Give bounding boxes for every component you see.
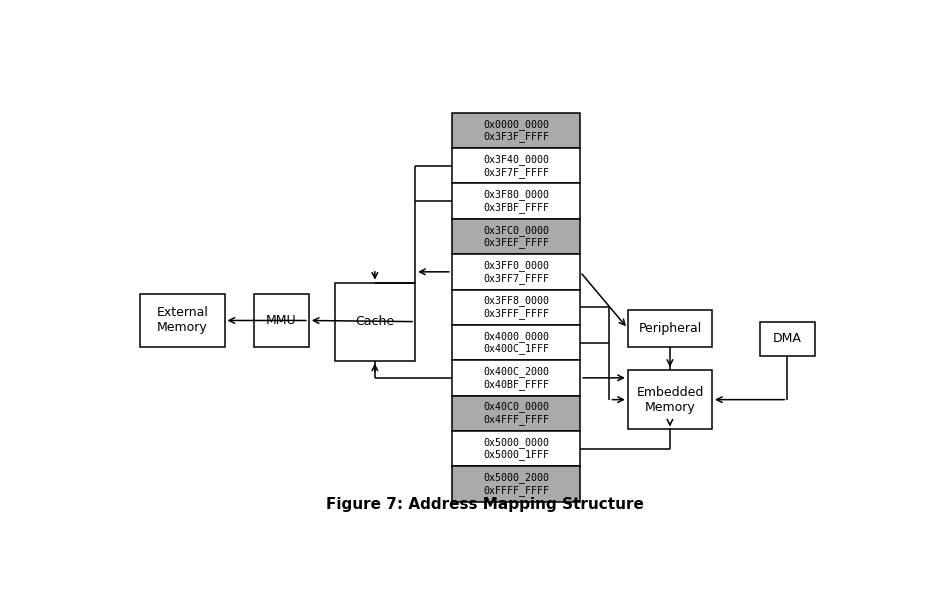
Bar bbox=[452, 290, 580, 325]
Bar bbox=[452, 184, 580, 219]
Bar bbox=[628, 370, 712, 430]
Text: 0x3FF8_0000
0x3FFF_FFFF: 0x3FF8_0000 0x3FFF_FFFF bbox=[483, 296, 549, 319]
Bar bbox=[628, 310, 712, 347]
Bar bbox=[254, 294, 308, 347]
Text: 0x400C_2000
0x40BF_FFFF: 0x400C_2000 0x40BF_FFFF bbox=[483, 366, 549, 390]
Text: 0x0000_0000
0x3F3F_FFFF: 0x0000_0000 0x3F3F_FFFF bbox=[483, 119, 549, 142]
Bar bbox=[452, 431, 580, 466]
Text: 0x3F80_0000
0x3FBF_FFFF: 0x3F80_0000 0x3FBF_FFFF bbox=[483, 190, 549, 213]
Bar bbox=[452, 466, 580, 501]
Text: 0x5000_2000
0xFFFF_FFFF: 0x5000_2000 0xFFFF_FFFF bbox=[483, 472, 549, 495]
Bar bbox=[452, 148, 580, 184]
Text: 0x3F40_0000
0x3F7F_FFFF: 0x3F40_0000 0x3F7F_FFFF bbox=[483, 154, 549, 178]
Text: Embedded
Memory: Embedded Memory bbox=[637, 386, 704, 414]
Text: Cache: Cache bbox=[356, 315, 394, 328]
Text: 0x5000_0000
0x5000_1FFF: 0x5000_0000 0x5000_1FFF bbox=[483, 437, 549, 460]
Bar bbox=[335, 283, 415, 361]
Bar bbox=[452, 360, 580, 396]
Bar bbox=[760, 322, 815, 356]
Text: Peripheral: Peripheral bbox=[639, 322, 702, 335]
Bar bbox=[140, 294, 224, 347]
Text: 0x40C0_0000
0x4FFF_FFFF: 0x40C0_0000 0x4FFF_FFFF bbox=[483, 402, 549, 425]
Text: External
Memory: External Memory bbox=[156, 306, 208, 334]
Text: 0x4000_0000
0x400C_1FFF: 0x4000_0000 0x400C_1FFF bbox=[483, 331, 549, 354]
Bar bbox=[452, 254, 580, 290]
Bar bbox=[452, 325, 580, 360]
Text: 0x3FF0_0000
0x3FF7_FFFF: 0x3FF0_0000 0x3FF7_FFFF bbox=[483, 260, 549, 284]
Text: Figure 7: Address Mapping Structure: Figure 7: Address Mapping Structure bbox=[325, 497, 644, 512]
Bar bbox=[452, 113, 580, 148]
Text: DMA: DMA bbox=[773, 333, 801, 345]
Bar bbox=[452, 396, 580, 431]
Text: 0x3FC0_0000
0x3FEF_FFFF: 0x3FC0_0000 0x3FEF_FFFF bbox=[483, 225, 549, 248]
Text: MMU: MMU bbox=[266, 314, 297, 327]
Bar bbox=[452, 219, 580, 254]
